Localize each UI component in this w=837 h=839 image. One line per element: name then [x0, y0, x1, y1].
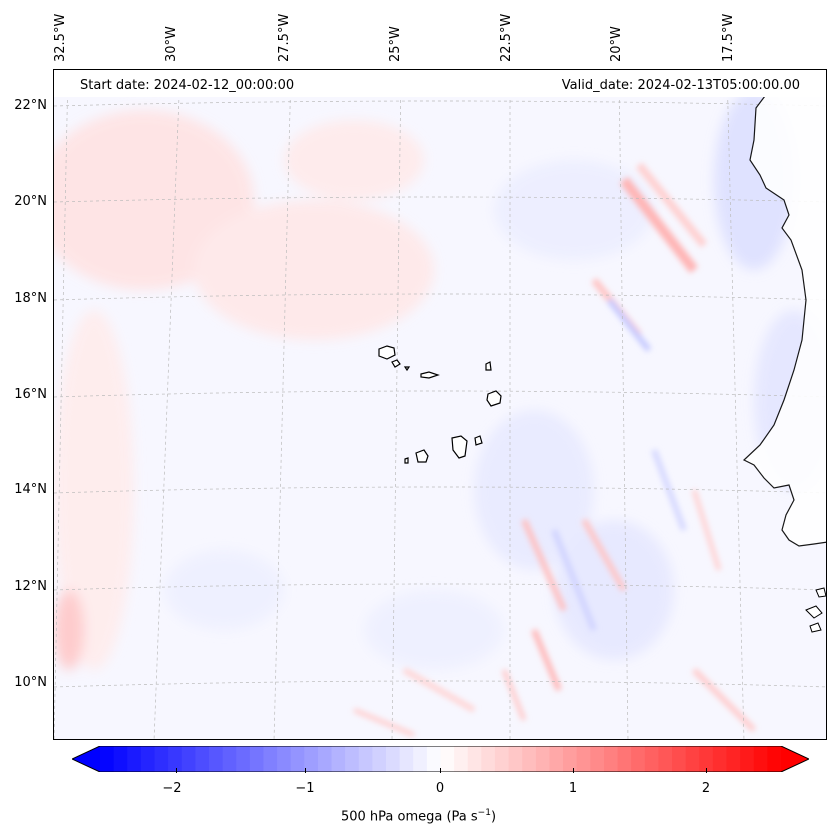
- omega-field-map: [54, 70, 826, 739]
- colorbar-step: [440, 746, 455, 772]
- omega-streaks: [353, 162, 757, 738]
- colorbar-step: [467, 746, 482, 772]
- colorbar-step: [685, 746, 700, 772]
- colorbar-step: [386, 746, 401, 772]
- colorbar-step: [399, 746, 414, 772]
- colorbar-step: [304, 746, 319, 772]
- lon-label-32-5w: 32.5°W: [53, 13, 68, 62]
- lon-label-27-5w: 27.5°W: [277, 13, 292, 62]
- cb-tick-label: −2: [162, 781, 182, 796]
- colorbar-step: [494, 746, 510, 772]
- lon-label-30w: 30°W: [164, 26, 179, 62]
- omega-field-patches: [54, 90, 826, 670]
- cb-tick-label: 0: [435, 781, 445, 796]
- cb-tick-label: 1: [568, 781, 578, 796]
- africa-coastline: [742, 70, 826, 547]
- colorbar-step: [331, 746, 346, 772]
- colorbar-step: [740, 746, 755, 772]
- colorbar-label: 500 hPa omega (Pa s−1): [0, 808, 837, 824]
- lon-label-25w: 25°W: [388, 26, 403, 62]
- colorbar: [72, 746, 809, 772]
- colorbar-step: [454, 746, 469, 772]
- colorbar-step: [658, 746, 673, 772]
- cb-tick-mark: [440, 768, 441, 773]
- colorbar-step: [413, 746, 428, 772]
- colorbar-step: [168, 746, 183, 772]
- colorbar-step: [372, 746, 387, 772]
- start-date-label: Start date: 2024-02-12_00:00:00: [80, 78, 295, 93]
- colorbar-step: [154, 746, 169, 772]
- lat-label-10n: 10°N: [14, 675, 47, 690]
- colorbar-step: [603, 746, 619, 772]
- map-frame: Start date: 2024-02-12_00:00:00 Valid_da…: [53, 69, 827, 740]
- colorbar-step: [712, 746, 728, 772]
- colorbar-step: [317, 746, 333, 772]
- graticule: [54, 70, 826, 739]
- cb-tick-label: −1: [295, 781, 315, 796]
- colorbar-step: [358, 746, 373, 772]
- colorbar-step: [208, 746, 224, 772]
- lat-label-16n: 16°N: [14, 387, 47, 402]
- colorbar-step: [236, 746, 251, 772]
- colorbar-step: [631, 746, 646, 772]
- colorbar-step: [277, 746, 292, 772]
- colorbar-step: [181, 746, 196, 772]
- colorbar-label-exponent: −1: [477, 808, 491, 818]
- colorbar-step: [535, 746, 551, 772]
- colorbar-step: [767, 746, 782, 772]
- lon-label-20w: 20°W: [609, 26, 624, 62]
- valid-date-label: Valid_date: 2024-02-13T05:00:00.00: [561, 78, 800, 93]
- colorbar-step: [195, 746, 210, 772]
- cb-tick-mark: [176, 768, 177, 773]
- lon-label-17-5w: 17.5°W: [721, 13, 736, 62]
- header-band: [54, 70, 826, 97]
- colorbar-step: [426, 746, 442, 772]
- colorbar-step: [549, 746, 564, 772]
- colorbar-extend-low: [72, 746, 100, 772]
- colorbar-step: [590, 746, 605, 772]
- colorbar-step: [100, 746, 115, 772]
- colorbar-step: [726, 746, 741, 772]
- lat-label-22n: 22°N: [14, 98, 47, 113]
- cape-verde-islands: [378, 345, 502, 464]
- colorbar-step: [222, 746, 237, 772]
- cb-tick-label: 2: [701, 781, 711, 796]
- colorbar-step: [563, 746, 578, 772]
- colorbar-step: [508, 746, 523, 772]
- lat-label-18n: 18°N: [14, 291, 47, 306]
- cb-tick-mark: [706, 768, 707, 773]
- colorbar-label-close: ): [490, 809, 497, 825]
- colorbar-extend-high: [781, 746, 809, 772]
- lat-label-14n: 14°N: [14, 482, 47, 497]
- colorbar-step: [672, 746, 687, 772]
- colorbar-step: [481, 746, 496, 772]
- colorbar-step: [345, 746, 360, 772]
- colorbar-label-text: 500 hPa omega (Pa s: [340, 809, 478, 825]
- colorbar-step: [644, 746, 660, 772]
- colorbar-step: [113, 746, 128, 772]
- lat-label-12n: 12°N: [14, 579, 47, 594]
- cb-tick-mark: [573, 768, 574, 773]
- lon-label-22-5w: 22.5°W: [499, 13, 514, 62]
- colorbar-step: [753, 746, 768, 772]
- colorbar-step: [617, 746, 632, 772]
- colorbar-step: [699, 746, 714, 772]
- colorbar-step: [522, 746, 537, 772]
- bijagos-islands: [805, 587, 826, 633]
- colorbar-step: [290, 746, 305, 772]
- colorbar-step: [576, 746, 591, 772]
- colorbar-step: [263, 746, 278, 772]
- cb-tick-mark: [305, 768, 306, 773]
- colorbar-step: [249, 746, 265, 772]
- colorbar-step: [127, 746, 142, 772]
- lat-label-20n: 20°N: [14, 194, 47, 209]
- colorbar-step: [140, 746, 156, 772]
